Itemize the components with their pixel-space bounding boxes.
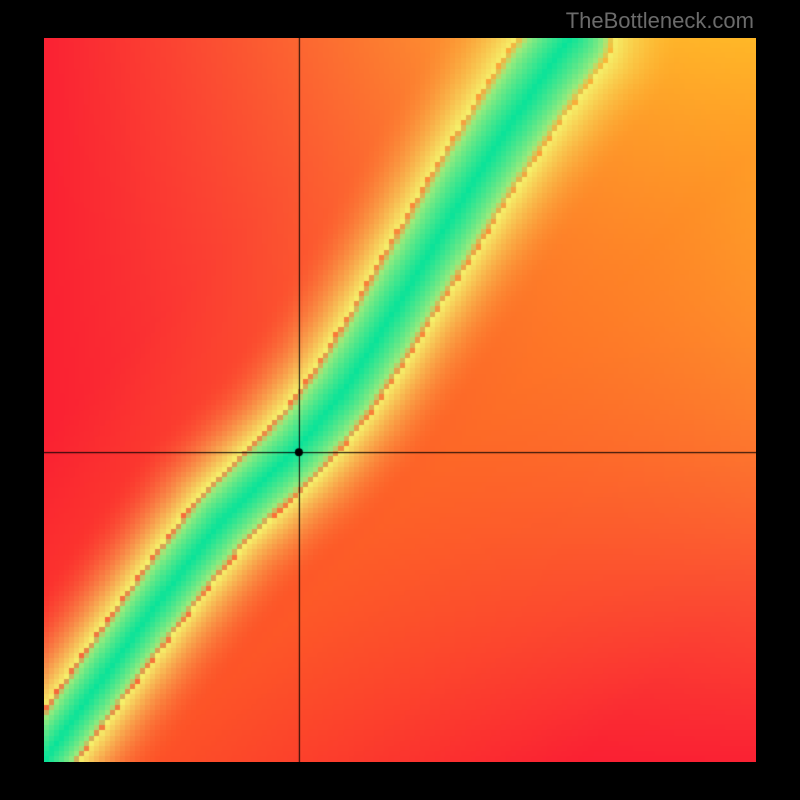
chart-container: TheBottleneck.com (0, 0, 800, 800)
bottleneck-heatmap (44, 38, 756, 762)
watermark-text: TheBottleneck.com (566, 8, 754, 34)
